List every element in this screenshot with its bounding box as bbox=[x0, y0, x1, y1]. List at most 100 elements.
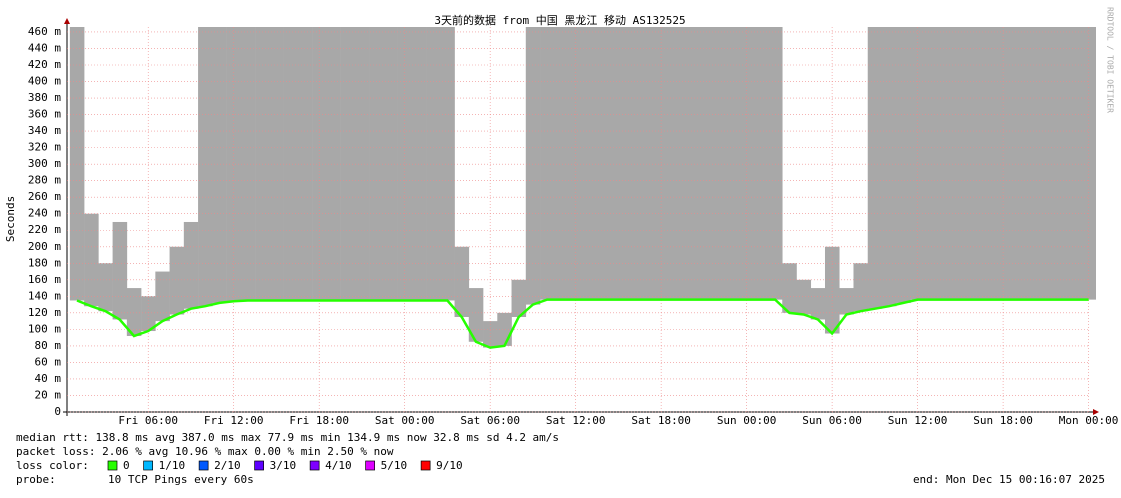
smoke-band bbox=[297, 27, 313, 301]
smoke-band bbox=[326, 27, 341, 301]
smoke-band bbox=[639, 27, 655, 300]
x-tick-label: Sun 06:00 bbox=[802, 414, 862, 427]
smoke-band bbox=[198, 27, 213, 307]
smoke-band bbox=[1052, 27, 1068, 300]
smoke-band bbox=[582, 27, 598, 300]
y-tick-label: 460 m bbox=[28, 25, 61, 38]
smoke-band bbox=[155, 271, 170, 322]
smoke-band bbox=[682, 27, 698, 300]
axis-arrow bbox=[1093, 409, 1099, 415]
smoke-band bbox=[910, 27, 926, 300]
y-tick-label: 400 m bbox=[28, 75, 61, 88]
smoke-band bbox=[867, 27, 883, 309]
legend-label: 9/10 bbox=[436, 459, 463, 472]
y-tick-label: 320 m bbox=[28, 141, 61, 154]
y-tick-label: 40 m bbox=[35, 372, 62, 385]
smoke-band bbox=[881, 27, 897, 307]
smoke-band bbox=[440, 27, 455, 301]
legend-label: 5/10 bbox=[381, 459, 408, 472]
smoke-band bbox=[625, 27, 641, 300]
legend-swatch bbox=[254, 460, 264, 471]
y-tick-label: 240 m bbox=[28, 207, 61, 220]
y-tick-label: 340 m bbox=[28, 124, 61, 137]
smoke-band bbox=[711, 27, 726, 300]
y-tick-label: 160 m bbox=[28, 273, 61, 286]
smoke-band bbox=[568, 27, 584, 300]
smoke-band bbox=[397, 27, 413, 301]
axis-arrow bbox=[64, 18, 70, 24]
y-tick-label: 280 m bbox=[28, 174, 61, 187]
legend-label: 1/10 bbox=[159, 459, 186, 472]
smoke-band bbox=[725, 27, 740, 300]
legend-swatch bbox=[420, 460, 431, 471]
x-tick-label: Mon 00:00 bbox=[1059, 414, 1119, 427]
stats-line: packet loss: 2.06 % avg 10.96 % max 0.00… bbox=[16, 445, 394, 458]
smoke-band bbox=[1067, 27, 1082, 300]
x-tick-label: Sat 18:00 bbox=[631, 414, 691, 427]
end-time: end: Mon Dec 15 00:16:07 2025 bbox=[913, 473, 1105, 486]
smoke-band bbox=[312, 27, 327, 301]
smoke-band bbox=[411, 27, 427, 301]
smoke-band bbox=[283, 27, 299, 301]
smoke-band bbox=[255, 27, 270, 301]
x-tick-label: Fri 12:00 bbox=[204, 414, 264, 427]
y-tick-label: 420 m bbox=[28, 58, 61, 71]
probe-title: probe: bbox=[16, 473, 56, 486]
smoke-band bbox=[853, 263, 869, 312]
smoke-band bbox=[924, 27, 940, 300]
smoke-band bbox=[611, 27, 626, 300]
x-tick-label: Sat 00:00 bbox=[375, 414, 435, 427]
smoke-band bbox=[141, 296, 156, 332]
smoke-band bbox=[796, 279, 812, 315]
x-tick-label: Fri 18:00 bbox=[289, 414, 349, 427]
smoke-band bbox=[383, 27, 398, 301]
y-tick-label: 260 m bbox=[28, 190, 61, 203]
smoke-band bbox=[468, 288, 484, 342]
y-tick-label: 140 m bbox=[28, 289, 61, 302]
x-tick-label: Sun 18:00 bbox=[973, 414, 1033, 427]
probe-text: 10 TCP Pings every 60s bbox=[108, 473, 254, 486]
chart-title: 3天前的数据 from 中国 黑龙江 移动 AS132525 bbox=[434, 13, 685, 27]
smoke-band bbox=[1024, 27, 1040, 300]
smoke-band bbox=[668, 27, 683, 300]
smoke-band bbox=[98, 263, 113, 312]
legend-label: 4/10 bbox=[325, 459, 352, 472]
smoke-band bbox=[967, 27, 983, 300]
smoke-band bbox=[454, 246, 470, 317]
smoke-band bbox=[597, 27, 612, 300]
y-tick-label: 180 m bbox=[28, 256, 61, 269]
y-tick-label: 220 m bbox=[28, 223, 61, 236]
y-tick-label: 20 m bbox=[35, 388, 62, 401]
y-tick-label: 300 m bbox=[28, 157, 61, 170]
smoke-band bbox=[269, 27, 284, 301]
smoke-band bbox=[169, 246, 185, 315]
smoke-band bbox=[126, 288, 142, 336]
watermark: RRDTOOL / TOBI OETIKER bbox=[1106, 7, 1115, 113]
legend-swatch bbox=[365, 460, 375, 471]
smoke-band bbox=[896, 27, 911, 303]
smoke-band bbox=[782, 263, 797, 313]
smoke-band bbox=[112, 221, 128, 320]
smoke-band bbox=[839, 288, 854, 315]
smoke-band bbox=[1081, 27, 1096, 300]
smoke-band bbox=[767, 27, 783, 300]
smoke-band bbox=[84, 213, 99, 307]
y-tick-label: 60 m bbox=[35, 355, 62, 368]
smoke-band bbox=[824, 246, 840, 334]
smoke-band bbox=[525, 27, 541, 305]
smoke-band bbox=[753, 27, 769, 300]
y-axis-label: Seconds bbox=[4, 196, 17, 242]
legend-label: 2/10 bbox=[214, 459, 241, 472]
legend-swatch bbox=[198, 460, 209, 471]
stats-line: median rtt: 138.8 ms avg 387.0 ms max 77… bbox=[16, 431, 559, 444]
legend-swatch bbox=[309, 460, 320, 471]
x-tick-label: Sat 06:00 bbox=[460, 414, 520, 427]
smoke-band bbox=[981, 27, 997, 300]
smoke-band bbox=[226, 27, 242, 302]
median-line bbox=[76, 298, 1089, 349]
y-tick-label: 360 m bbox=[28, 108, 61, 121]
y-tick-label: 200 m bbox=[28, 240, 61, 253]
x-tick-label: Sun 12:00 bbox=[888, 414, 948, 427]
smoke-band bbox=[1038, 27, 1054, 300]
